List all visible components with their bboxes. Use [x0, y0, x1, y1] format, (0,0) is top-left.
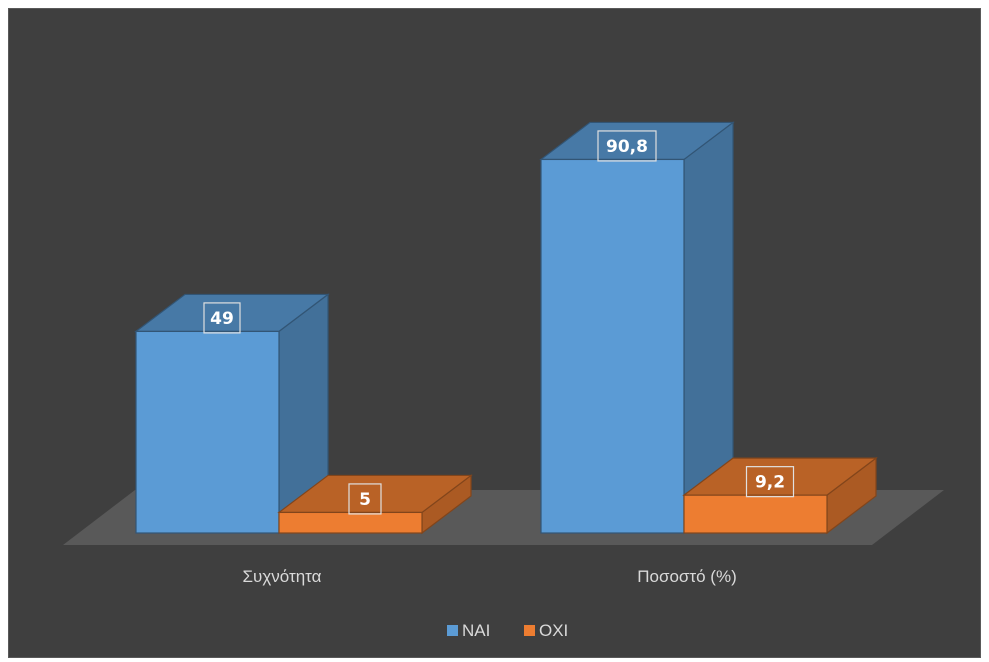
bar-no-frequency	[277, 474, 473, 535]
data-label: 90,8	[597, 130, 657, 162]
data-label-text: 90,8	[606, 137, 648, 157]
legend-swatch	[524, 625, 535, 636]
legend-label: ΝΑΙ	[462, 621, 490, 640]
bar-front-face	[540, 158, 685, 534]
legend-swatch	[447, 625, 458, 636]
bar-no-percentage	[682, 456, 878, 535]
category-label-frequency: Συχνότητα	[243, 567, 322, 586]
data-label: 5	[348, 483, 382, 515]
data-label-text: 5	[359, 490, 371, 510]
bar-front-face	[683, 494, 828, 534]
data-label-box	[745, 466, 795, 498]
bar-yes-frequency	[134, 293, 330, 535]
legend-label: ΟΧΙ	[539, 621, 568, 640]
data-label: 49	[203, 302, 241, 334]
legend-item-yes: ΝΑΙ	[447, 621, 490, 640]
data-label-box	[348, 483, 382, 515]
data-label: 9,2	[745, 466, 795, 498]
bar-yes-percentage	[539, 121, 735, 535]
data-label-box	[597, 130, 657, 162]
data-label-text: 49	[210, 309, 234, 329]
bar-front-face	[135, 330, 280, 534]
category-label-percentage: Ποσοστό (%)	[637, 567, 737, 586]
data-label-text: 9,2	[755, 473, 785, 493]
data-label-box	[203, 302, 241, 334]
legend-item-no: ΟΧΙ	[524, 621, 568, 640]
bar-front-face	[278, 511, 423, 534]
